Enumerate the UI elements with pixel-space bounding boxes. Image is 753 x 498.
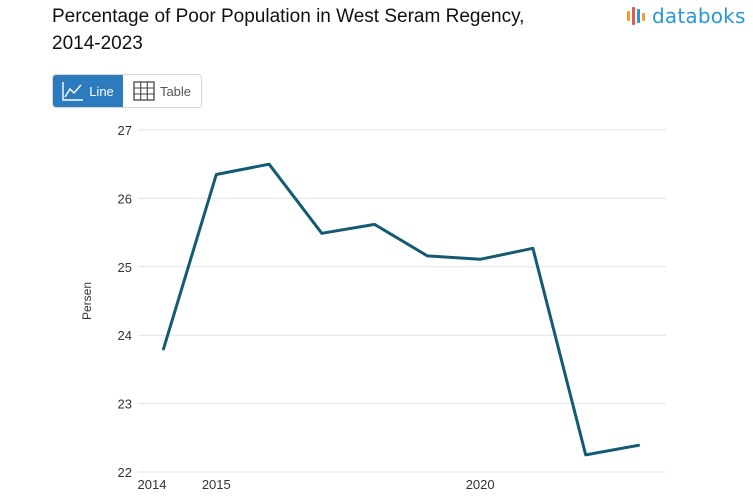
- line-chart-icon: [62, 82, 84, 101]
- view-toggle: Line Table: [52, 74, 202, 108]
- y-tick-label: 22: [118, 465, 132, 480]
- chart-title: Percentage of Poor Population in West Se…: [52, 3, 572, 57]
- y-tick-label: 24: [118, 328, 132, 343]
- y-tick-label: 27: [118, 123, 132, 138]
- line-view-label: Line: [89, 83, 114, 99]
- chart-title-line2: 2014-2023: [52, 33, 143, 54]
- table-view-label: Table: [159, 83, 192, 99]
- logo-text: databoks: [652, 4, 746, 28]
- logo-bars-icon: [627, 7, 645, 25]
- x-tick-label: 2014: [138, 477, 167, 492]
- x-tick-label: 2015: [202, 477, 231, 492]
- chart-title-line1: Percentage of Poor Population in West Se…: [52, 6, 525, 27]
- y-tick-label: 25: [118, 260, 132, 275]
- series-line: [162, 162, 640, 457]
- y-tick-label: 26: [118, 191, 132, 206]
- table-grid-icon: [133, 81, 155, 101]
- databoks-logo: databoks: [626, 3, 746, 29]
- x-tick-label: 2020: [466, 477, 495, 492]
- y-axis-label: Persen: [80, 282, 94, 320]
- y-tick-label: 23: [118, 397, 132, 412]
- table-view-button[interactable]: Table: [123, 75, 201, 107]
- line-view-button[interactable]: Line: [53, 75, 123, 107]
